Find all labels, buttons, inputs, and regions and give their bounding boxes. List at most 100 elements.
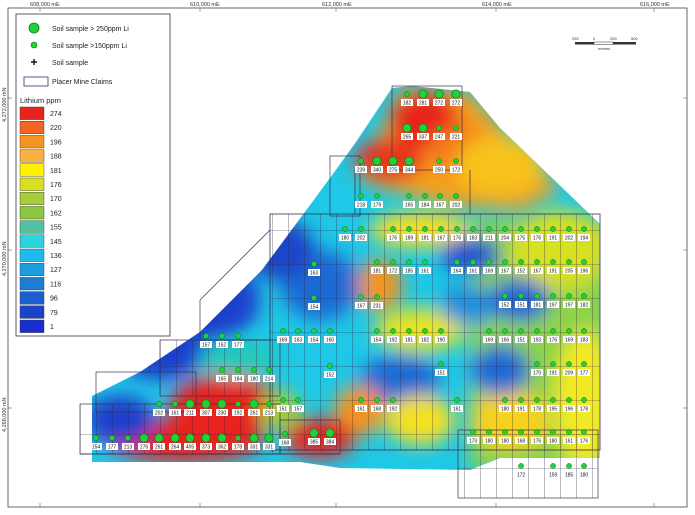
soil-sample-point: 194 (578, 226, 590, 242)
sample-value: 161 (421, 269, 430, 275)
small-sample-dot (406, 226, 412, 232)
small-sample-dot (311, 295, 317, 301)
sample-value: 221 (452, 135, 461, 141)
soil-sample-point: 373 (200, 433, 212, 451)
sample-label-bg (435, 234, 447, 241)
scale-value: 127 (50, 267, 62, 274)
sample-label-bg (531, 336, 543, 343)
small-sample-dot (436, 125, 442, 131)
small-sample-dot (534, 293, 540, 299)
y-tick-label: 4,270,000 mN (2, 241, 8, 276)
soil-sample-point: 184 (419, 193, 431, 209)
small-sample-dot (518, 226, 524, 232)
sample-value: 154 (92, 445, 101, 451)
sample-label-bg (339, 234, 351, 241)
soil-sample-point: 204 (499, 226, 511, 242)
small-sample-dot (282, 431, 288, 437)
sample-value: 161 (171, 411, 180, 417)
small-sample-dot (295, 397, 301, 403)
x-tick-label: 614,000 mE (482, 2, 512, 8)
soil-sample-point: 157 (292, 397, 304, 413)
sample-label-bg (499, 301, 511, 308)
sample-value: 197 (565, 303, 574, 309)
sample-label-bg (435, 369, 447, 376)
soil-sample-point: 193 (531, 328, 543, 344)
small-sample-dot (518, 463, 524, 469)
small-sample-dot (404, 91, 410, 97)
small-sample-dot (534, 361, 540, 367)
soil-sample-point: 337 (417, 123, 429, 141)
soil-sample-point: 180 (499, 429, 511, 445)
large-sample-dot (185, 399, 195, 409)
soil-sample-point: 167 (499, 259, 511, 275)
sample-value: 165 (218, 377, 227, 383)
small-sample-dot (438, 328, 444, 334)
sample-value: 180 (341, 236, 350, 242)
soil-sample-point: 167 (434, 193, 446, 209)
soil-sample-point: 161 (169, 401, 181, 417)
small-sample-dot (358, 397, 364, 403)
sample-label-bg (578, 301, 590, 308)
scale-value: 220 (50, 125, 62, 132)
sample-label-bg (277, 336, 289, 343)
scale-swatch (19, 149, 45, 163)
sample-label-bg (547, 336, 559, 343)
soil-sample-point: 202 (450, 193, 462, 209)
sample-value: 179 (373, 203, 382, 209)
sample-label-bg (387, 166, 399, 173)
soil-sample-point: 214 (263, 367, 275, 383)
small-sample-dot (436, 158, 442, 164)
large-sample-dot (217, 399, 227, 409)
soil-sample-point: 261 (153, 433, 165, 451)
sample-label-bg (387, 234, 399, 241)
sample-value: 196 (565, 407, 574, 413)
soil-sample-point: 176 (547, 328, 559, 344)
sample-value: 180 (485, 439, 494, 445)
sample-label-bg (547, 267, 559, 274)
sample-value: 152 (218, 343, 227, 349)
small-sample-dot (280, 328, 286, 334)
scale-swatch (19, 177, 45, 191)
sample-label-bg (355, 234, 367, 241)
sample-label-bg (515, 234, 527, 241)
sample-label-bg (169, 443, 181, 450)
soil-sample-point: 177 (232, 333, 244, 349)
small-sample-dot (358, 193, 364, 199)
large-sample-dot (402, 123, 412, 133)
large-sample-dot (217, 433, 227, 443)
soil-sample-point: 221 (450, 125, 462, 141)
sample-label-bg (531, 437, 543, 444)
sample-label-bg (578, 471, 590, 478)
soil-sample-point: 261 (248, 399, 260, 417)
small-sample-dot (453, 125, 459, 131)
soil-sample-point: 151 (277, 397, 289, 413)
soil-sample-point: 163 (292, 328, 304, 344)
sample-label-bg (578, 267, 590, 274)
color-scale: 274 220 196 188 181 176 170 162 155 145 136 127 116 9… (19, 106, 62, 333)
soil-sample-point: 161 (563, 429, 575, 445)
small-sample-dot (266, 401, 272, 407)
scale-swatch (19, 234, 45, 248)
sample-label-bg (531, 405, 543, 412)
sample-label-bg (216, 443, 228, 450)
x-tick-label: 612,000 mE (322, 2, 352, 8)
soil-sample-point: 192 (232, 401, 244, 417)
scale-value: 116 (50, 281, 61, 288)
sample-value: 178 (533, 407, 542, 413)
scale-tick: 500 (631, 36, 638, 41)
sample-value: 152 (326, 373, 335, 379)
black-cross-icon (31, 59, 37, 65)
soil-sample-point: 180 (547, 429, 559, 445)
sample-value: 176 (533, 236, 542, 242)
large-sample-dot (154, 433, 164, 443)
large-sample-dot (418, 123, 428, 133)
sample-label-bg (169, 409, 181, 416)
small-sample-dot (550, 397, 556, 403)
small-sample-dot (406, 328, 412, 334)
sample-label-bg (451, 234, 463, 241)
soil-sample-point: 176 (531, 429, 543, 445)
small-green-dot-icon (30, 41, 38, 49)
small-sample-dot (566, 429, 572, 435)
soil-sample-point: 180 (578, 463, 590, 479)
sample-value: 182 (421, 338, 430, 344)
